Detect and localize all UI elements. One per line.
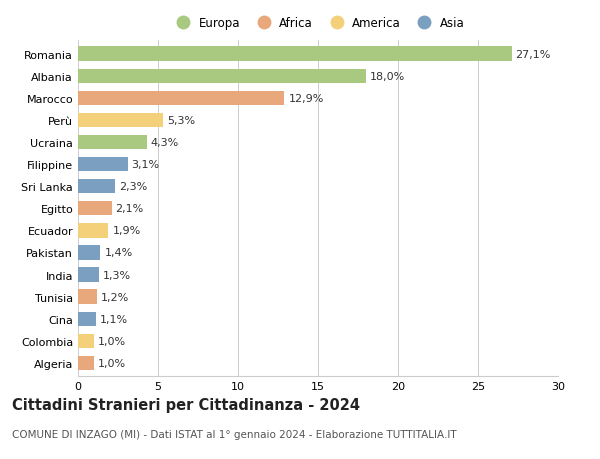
Text: 1,9%: 1,9%: [112, 226, 140, 236]
Bar: [78, 202, 112, 216]
Bar: [78, 246, 100, 260]
Text: 18,0%: 18,0%: [370, 72, 405, 82]
Bar: [78, 290, 97, 304]
Bar: [78, 224, 109, 238]
Text: 4,3%: 4,3%: [151, 138, 179, 148]
Text: 2,3%: 2,3%: [119, 182, 147, 192]
Bar: [78, 312, 95, 326]
Legend: Europa, Africa, America, Asia: Europa, Africa, America, Asia: [169, 14, 467, 32]
Text: COMUNE DI INZAGO (MI) - Dati ISTAT al 1° gennaio 2024 - Elaborazione TUTTITALIA.: COMUNE DI INZAGO (MI) - Dati ISTAT al 1°…: [12, 429, 457, 439]
Bar: [78, 334, 94, 348]
Text: 5,3%: 5,3%: [167, 116, 195, 126]
Text: Cittadini Stranieri per Cittadinanza - 2024: Cittadini Stranieri per Cittadinanza - 2…: [12, 397, 360, 412]
Text: 1,1%: 1,1%: [100, 314, 128, 324]
Bar: [78, 268, 99, 282]
Bar: [78, 69, 366, 84]
Bar: [78, 91, 284, 106]
Text: 2,1%: 2,1%: [116, 204, 144, 214]
Text: 1,4%: 1,4%: [104, 248, 133, 258]
Text: 12,9%: 12,9%: [289, 94, 324, 104]
Text: 1,3%: 1,3%: [103, 270, 131, 280]
Bar: [78, 179, 115, 194]
Bar: [78, 157, 128, 172]
Bar: [78, 113, 163, 128]
Text: 27,1%: 27,1%: [515, 50, 551, 60]
Bar: [78, 135, 147, 150]
Bar: [78, 356, 94, 370]
Text: 1,0%: 1,0%: [98, 358, 126, 368]
Text: 3,1%: 3,1%: [131, 160, 160, 170]
Text: 1,2%: 1,2%: [101, 292, 130, 302]
Bar: [78, 47, 512, 62]
Text: 1,0%: 1,0%: [98, 336, 126, 346]
